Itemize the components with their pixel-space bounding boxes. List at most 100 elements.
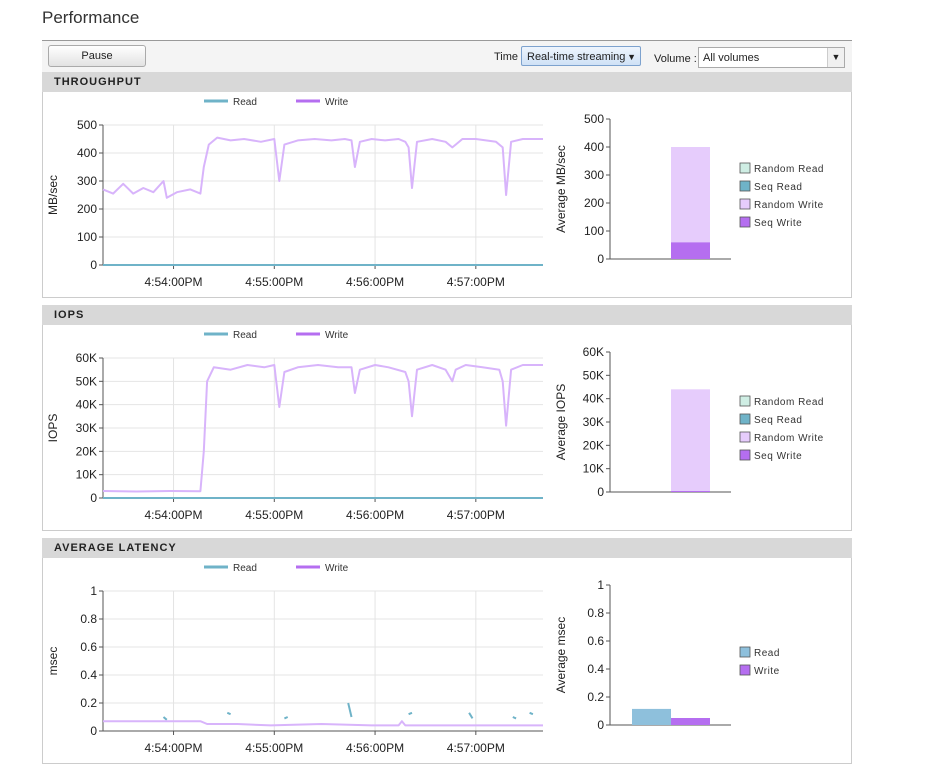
throughput-ytick-label: 300	[77, 174, 97, 188]
volume-label: Volume :	[654, 53, 697, 65]
latency-legend-swatch	[739, 664, 751, 676]
iops-legend-label: Seq Write	[754, 451, 802, 462]
latency-panel: Read Write 0 0.2 0.4 0.6 0.8 1 4:54:00PM 4:55:00P…	[42, 558, 852, 764]
iops-chart-area: Read Write 0 10K 20K 30K 40K 50K 60K 4:54:00PM 4:5…	[46, 330, 824, 522]
throughput-bar-ylabel: Average MB/sec	[554, 145, 568, 233]
iops-bar-seq-write	[671, 490, 710, 492]
pause-button[interactable]: Pause	[48, 45, 146, 67]
iops-bar-ytick-label: 40K	[583, 392, 604, 406]
latency-legend-label: Write	[754, 666, 780, 677]
iops-ytick-label: 40K	[76, 398, 97, 412]
latency-series-read-line	[529, 711, 534, 716]
latency-ytick-label: 1	[90, 584, 97, 598]
throughput-ytick-label: 200	[77, 202, 97, 216]
legend-write-label: Write	[325, 330, 349, 341]
throughput-legend-swatch	[739, 180, 751, 192]
iops-legend-swatch	[739, 395, 751, 407]
volume-select-value: All volumes	[703, 52, 760, 64]
page-title: Performance	[42, 8, 140, 27]
latency-series-read-line	[347, 702, 353, 718]
latency-series-read-line	[512, 716, 517, 720]
iops-bar-ytick-label: 10K	[583, 462, 604, 476]
latency-bar-ytick-label: 0.8	[587, 606, 604, 620]
legend-write-label: Write	[325, 563, 349, 574]
iops-bar-ylabel: Average IOPS	[554, 384, 568, 461]
latency-bar-ylabel: Average msec	[554, 617, 568, 693]
latency-ytick-label: 0.2	[80, 696, 97, 710]
latency-chart-area: Read Write 0 0.2 0.4 0.6 0.8 1 4:54:00PM 4:55:00P…	[46, 563, 780, 755]
time-label: Time	[494, 51, 519, 63]
latency-ytick-label: 0	[90, 724, 97, 738]
iops-ytick-label: 50K	[76, 374, 97, 388]
throughput-xtick-label: 4:55:00PM	[245, 275, 303, 289]
latency-section-header: AVERAGE LATENCY	[42, 538, 852, 558]
throughput-legend-label: Seq Read	[754, 182, 802, 193]
iops-bar-ytick-label: 20K	[583, 438, 604, 452]
volume-select[interactable]: All volumes ▼	[698, 47, 845, 68]
latency-ytick-label: 0.4	[80, 668, 97, 682]
iops-xtick-label: 4:55:00PM	[245, 508, 303, 522]
toolbar: Pause Time Real-time streaming ▼ Volume …	[42, 40, 852, 73]
throughput-chart-area: Read Write 0 100 200 300 400 500 4:54:00PM 4:55:0…	[46, 97, 824, 289]
latency-bar-write	[671, 718, 710, 725]
time-select-value: Real-time streaming	[527, 51, 626, 63]
iops-bar-ytick-label: 60K	[583, 345, 604, 359]
iops-legend-swatch	[739, 449, 751, 461]
iops-section-header: IOPS	[42, 305, 852, 325]
throughput-xtick-label: 4:56:00PM	[346, 275, 404, 289]
chevron-down-icon: ▼	[827, 48, 844, 67]
throughput-bar-ytick-label: 200	[584, 196, 604, 210]
throughput-legend-swatch	[739, 198, 751, 210]
legend-read-label: Read	[233, 563, 257, 574]
throughput-bar-ytick-label: 100	[584, 224, 604, 238]
time-select[interactable]: Real-time streaming ▼	[521, 46, 641, 66]
iops-legend-label: Seq Read	[754, 415, 802, 426]
latency-series-read-line	[408, 711, 413, 716]
iops-bar-random-write	[671, 389, 710, 491]
iops-ytick-label: 30K	[76, 421, 97, 435]
iops-legend-label: Random Write	[754, 433, 824, 444]
latency-ylabel: msec	[46, 647, 60, 676]
latency-xtick-label: 4:54:00PM	[145, 741, 203, 755]
throughput-bar-ytick-label: 0	[597, 252, 604, 266]
latency-ytick-label: 0.6	[80, 640, 97, 654]
throughput-ytick-label: 400	[77, 146, 97, 160]
latency-bar-ytick-label: 1	[597, 578, 604, 592]
iops-xtick-label: 4:54:00PM	[145, 508, 203, 522]
throughput-legend-label: Random Read	[754, 164, 824, 175]
throughput-legend-swatch	[739, 216, 751, 228]
legend-read-label: Read	[233, 330, 257, 341]
throughput-bar-ytick-label: 500	[584, 112, 604, 126]
iops-series-write-line	[102, 364, 543, 493]
legend-read-label: Read	[233, 97, 257, 108]
latency-bar-read	[632, 708, 671, 725]
latency-series-read-line	[162, 716, 168, 721]
iops-xtick-label: 4:56:00PM	[346, 508, 404, 522]
throughput-ytick-label: 100	[77, 230, 97, 244]
latency-series-read-line	[284, 716, 289, 720]
iops-ylabel: IOPS	[46, 414, 60, 443]
iops-ytick-label: 10K	[76, 468, 97, 482]
latency-xtick-label: 4:56:00PM	[346, 741, 404, 755]
throughput-bar-seq-write	[671, 242, 710, 259]
throughput-bar-ytick-label: 400	[584, 140, 604, 154]
iops-ytick-label: 20K	[76, 444, 97, 458]
throughput-ytick-label: 0	[90, 258, 97, 272]
latency-bar-ytick-label: 0.2	[587, 690, 604, 704]
throughput-ytick-label: 500	[77, 118, 97, 132]
iops-ytick-label: 60K	[76, 351, 97, 365]
iops-xtick-label: 4:57:00PM	[447, 508, 505, 522]
legend-write-label: Write	[325, 97, 349, 108]
latency-series-write-line	[103, 720, 543, 727]
iops-legend-label: Random Read	[754, 397, 824, 408]
latency-xtick-label: 4:55:00PM	[245, 741, 303, 755]
throughput-bar-ytick-label: 300	[584, 168, 604, 182]
throughput-legend-swatch	[739, 162, 751, 174]
latency-series-read-line	[468, 712, 474, 719]
throughput-xtick-label: 4:57:00PM	[447, 275, 505, 289]
latency-bar-ytick-label: 0.4	[587, 662, 604, 676]
throughput-legend-label: Random Write	[754, 200, 824, 211]
throughput-xtick-label: 4:54:00PM	[145, 275, 203, 289]
throughput-bar-random-write	[671, 147, 710, 243]
latency-ytick-label: 0.8	[80, 612, 97, 626]
